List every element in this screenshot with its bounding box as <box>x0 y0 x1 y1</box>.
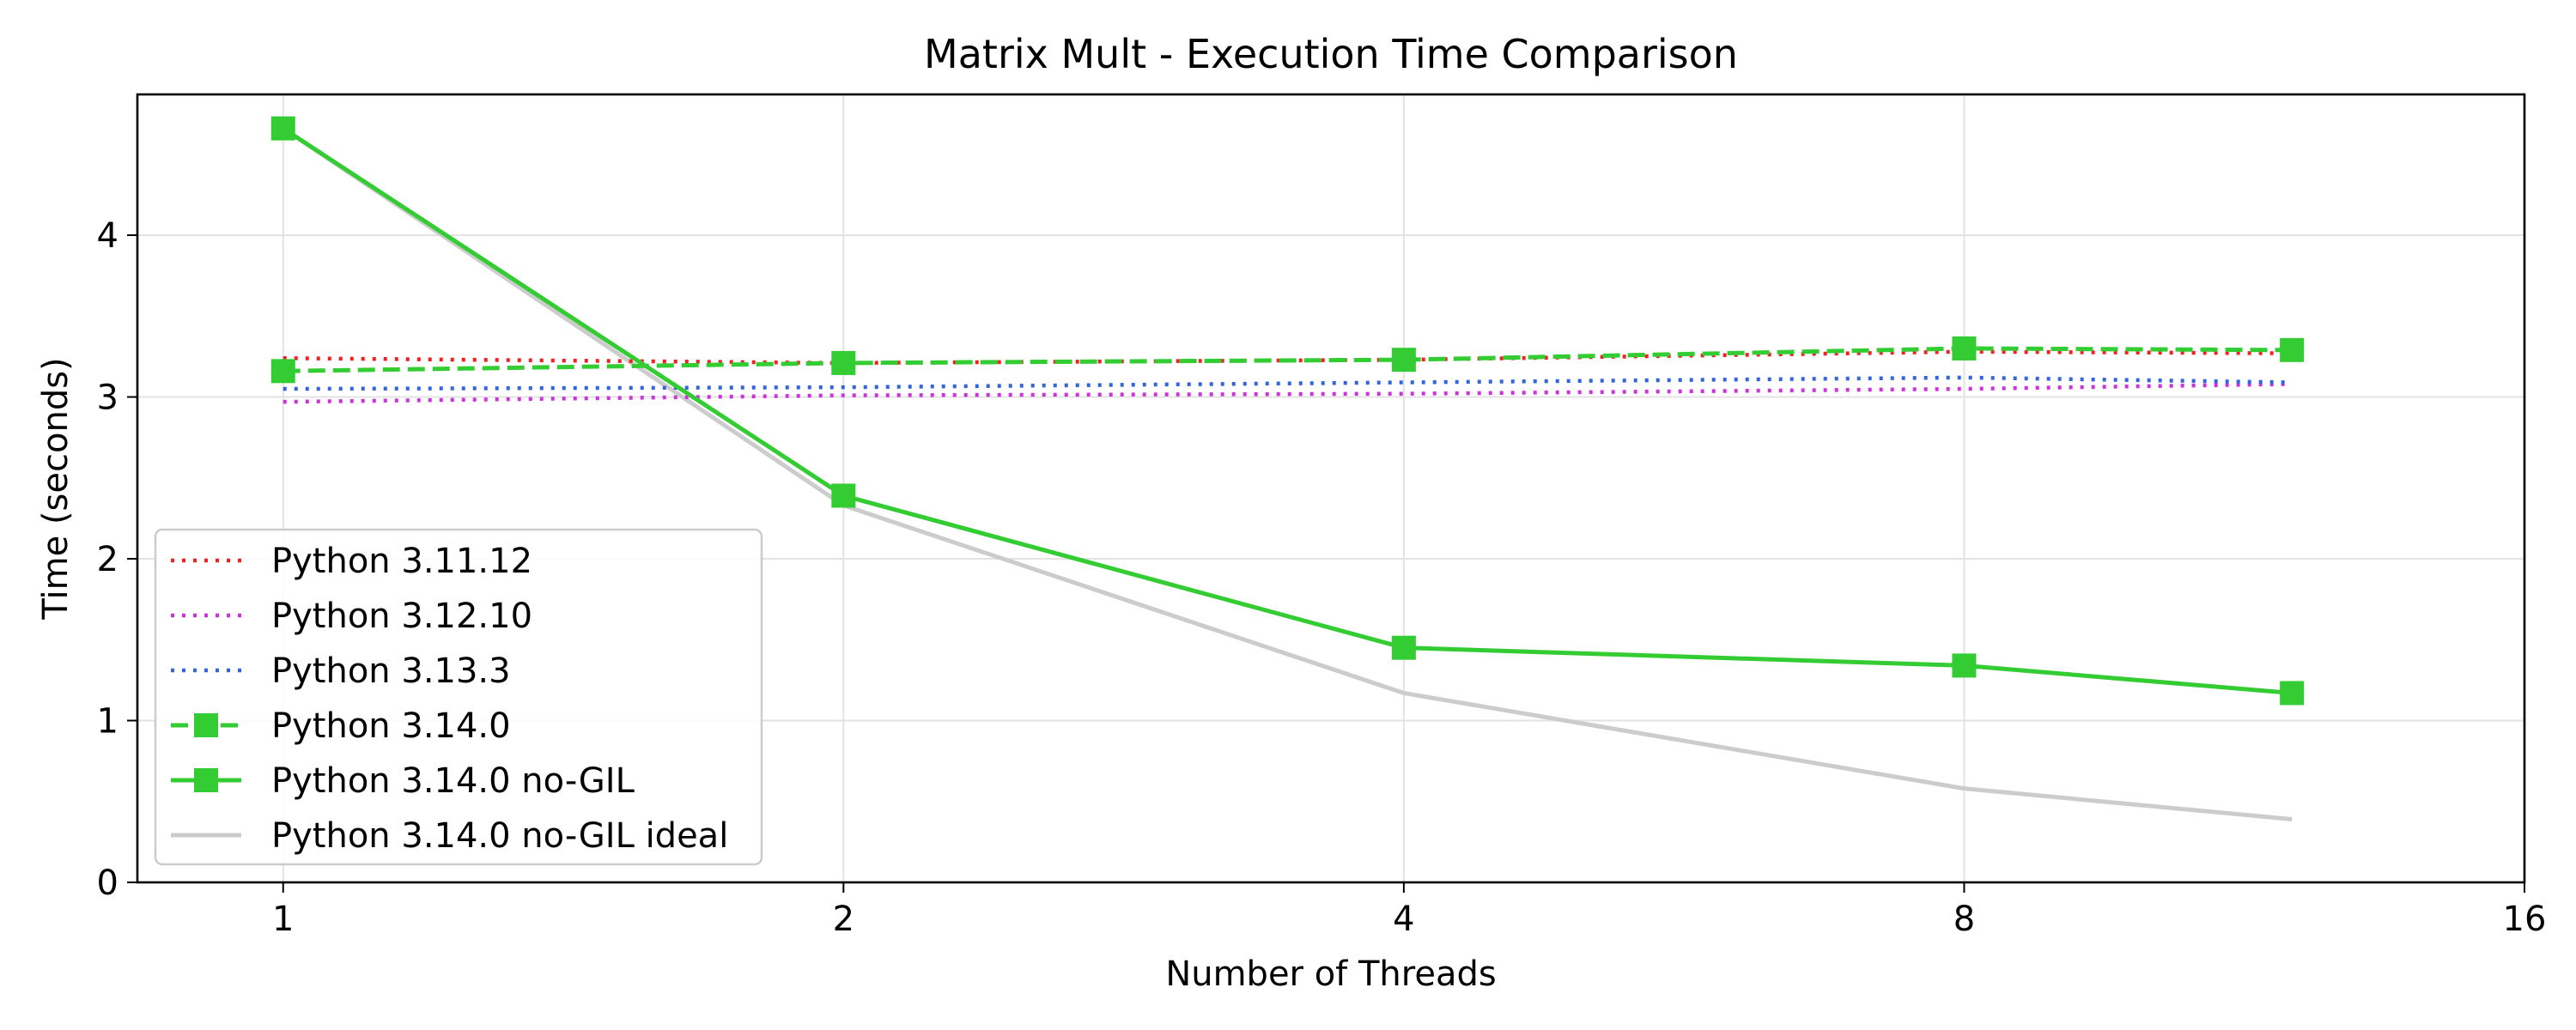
legend-label: Python 3.14.0 <box>271 706 511 746</box>
legend-label: Python 3.11.12 <box>271 542 532 581</box>
legend-box <box>154 528 763 866</box>
data-point <box>270 116 295 141</box>
data-point <box>1391 635 1416 660</box>
y-tick-label: 1 <box>97 701 118 741</box>
x-tick-label: 16 <box>2503 900 2547 939</box>
x-tick-label: 2 <box>833 900 854 939</box>
data-point <box>2280 681 2305 706</box>
data-point <box>270 359 295 384</box>
data-point <box>1952 653 1977 678</box>
legend-label: Python 3.14.0 no-GIL ideal <box>271 816 728 856</box>
data-point <box>1391 348 1416 373</box>
y-tick-label: 3 <box>97 378 118 417</box>
legend-marker <box>194 713 218 737</box>
series-python-3-14-0 <box>270 336 2305 384</box>
series-python-3-14-0-no-gil <box>270 116 2305 706</box>
legend-marker <box>194 768 218 792</box>
axis-ticks: 1 2 4 8 16 0 1 2 3 4 <box>97 216 2547 939</box>
data-point <box>2280 337 2305 362</box>
legend-item: Python 3.11.12 <box>171 542 532 581</box>
plot-frame <box>136 93 2526 884</box>
legend-label: Python 3.12.10 <box>271 597 532 636</box>
y-tick-label: 4 <box>97 216 118 256</box>
x-tick-label: 4 <box>1393 900 1414 939</box>
legend-label: Python 3.14.0 no-GIL <box>271 761 635 801</box>
y-tick-label: 2 <box>97 540 118 579</box>
legend-item: Python 3.14.0 <box>171 706 511 746</box>
legend-label: Python 3.13.3 <box>271 651 511 691</box>
legend: Python 3.11.12 Python 3.12.10 Python 3.13.… <box>154 528 763 866</box>
legend-item: Python 3.14.0 no-GIL ideal <box>171 816 728 856</box>
series-line <box>282 126 2293 821</box>
y-tick-label: 0 <box>97 863 118 903</box>
series-python-3-14-0-no-gil-ideal <box>282 126 2293 821</box>
x-tick-label: 8 <box>1953 900 1975 939</box>
legend-item: Python 3.13.3 <box>171 651 511 691</box>
plot-series <box>270 116 2305 821</box>
y-axis-label: Time (seconds) <box>36 357 76 620</box>
x-tick-label: 1 <box>272 900 294 939</box>
data-point <box>1952 336 1977 360</box>
data-point <box>831 483 856 508</box>
legend-item: Python 3.12.10 <box>171 597 532 636</box>
chart-title: Matrix Mult - Execution Time Comparison <box>924 31 1738 77</box>
legend-item: Python 3.14.0 no-GIL <box>171 761 635 801</box>
x-axis-label: Number of Threads <box>1165 954 1496 994</box>
data-point <box>831 350 856 375</box>
